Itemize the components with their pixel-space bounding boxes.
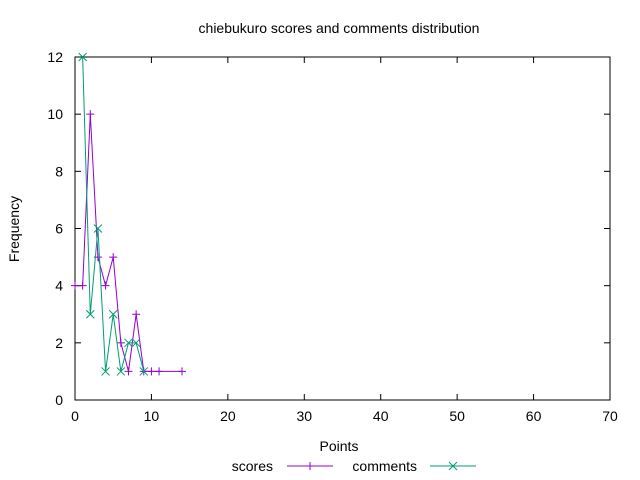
- y-axis-label: Frequency: [6, 196, 22, 262]
- y-tick-label: 12: [47, 49, 63, 65]
- data-point-scores: [109, 253, 118, 262]
- data-point-comments: [93, 224, 103, 233]
- legend-label-scores: scores: [232, 458, 273, 474]
- data-point-comments: [116, 367, 126, 376]
- data-point-comments: [131, 338, 141, 348]
- series-line-scores: [75, 114, 182, 372]
- x-axis: 0 10 20 30 40 50 60 70: [71, 57, 618, 424]
- y-tick-label: 0: [55, 392, 63, 408]
- data-point-scores: [147, 367, 156, 376]
- x-axis-label: Points: [320, 438, 359, 454]
- data-point-scores: [78, 281, 87, 290]
- data-point-comments: [124, 338, 133, 348]
- data-point-comments: [139, 367, 149, 376]
- x-tick-label: 10: [144, 408, 160, 424]
- data-point-scores: [71, 281, 79, 290]
- data-point-scores: [178, 367, 186, 376]
- data-point-scores: [116, 338, 125, 347]
- plot-frame: [74, 56, 611, 401]
- data-point-scores: [86, 110, 95, 119]
- y-axis: 0 2 4 6 8 10 12: [47, 49, 610, 408]
- data-point-scores: [132, 310, 141, 319]
- data-point-comments: [108, 309, 118, 319]
- x-tick-label: 40: [373, 408, 389, 424]
- data-point-scores: [101, 281, 110, 290]
- legend: scores comments: [232, 458, 476, 474]
- x-tick-label: 30: [296, 408, 312, 424]
- data-point-comments: [85, 309, 95, 319]
- data-point-scores: [155, 367, 164, 376]
- legend-marker-comments: [448, 461, 458, 471]
- data-point-comments: [101, 367, 110, 376]
- x-tick-label: 70: [602, 408, 618, 424]
- y-tick-label: 6: [55, 221, 63, 237]
- x-tick-label: 60: [526, 408, 542, 424]
- legend-marker-scores: [306, 462, 314, 470]
- chart-title: chiebukuro scores and comments distribut…: [199, 20, 480, 36]
- y-tick-label: 10: [47, 106, 63, 122]
- y-tick-label: 4: [55, 278, 63, 294]
- series-layer: [71, 52, 186, 376]
- x-tick-label: 50: [449, 408, 465, 424]
- y-tick-label: 8: [55, 163, 63, 179]
- series-comments: [78, 52, 149, 376]
- x-tick-label: 20: [220, 408, 236, 424]
- legend-label-comments: comments: [352, 458, 417, 474]
- x-tick-label: 0: [71, 408, 79, 424]
- y-tick-label: 2: [55, 335, 63, 351]
- data-point-comments: [78, 52, 87, 62]
- data-point-scores: [124, 367, 133, 376]
